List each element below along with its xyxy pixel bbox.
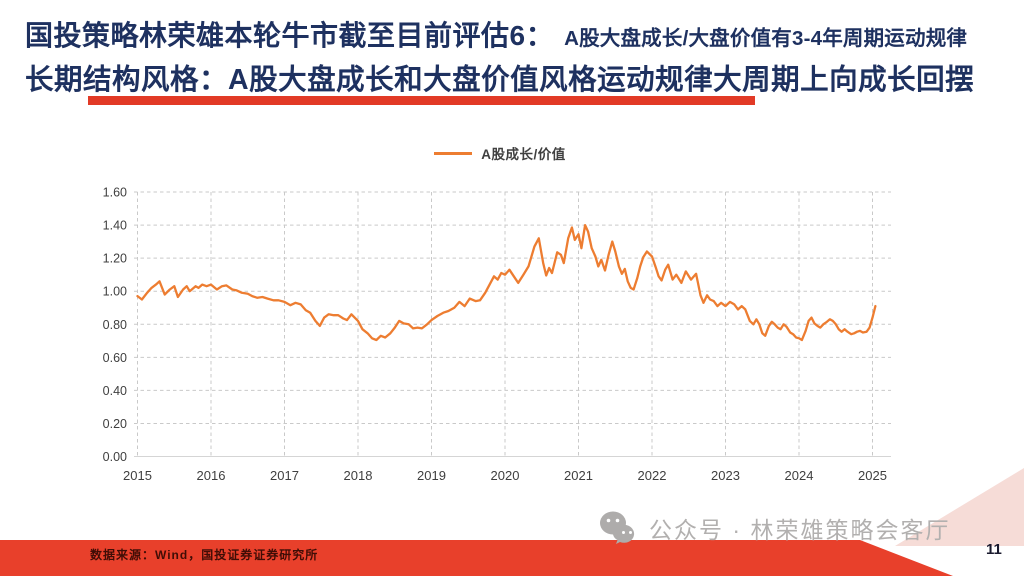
watermark-text: 公众号 · 林荣雄策略会客厅 (649, 517, 951, 543)
svg-text:2022: 2022 (638, 468, 667, 483)
title-line-1: 国投策略林荣雄本轮牛市截至目前评估6： A股大盘成长/大盘价值有3-4年周期运动… (25, 14, 1015, 54)
title-line1-main: 国投策略林荣雄本轮牛市截至目前评估6： (25, 20, 555, 51)
legend-label: A股成长/价值 (481, 147, 566, 162)
svg-text:2015: 2015 (123, 468, 152, 483)
legend-line-swatch (434, 151, 473, 155)
svg-text:2020: 2020 (491, 468, 520, 483)
watermark: 公众号 · 林荣雄策略会客厅 (598, 510, 950, 546)
title-underline-bar (88, 96, 755, 105)
svg-text:2019: 2019 (417, 468, 446, 483)
svg-text:1.60: 1.60 (103, 186, 127, 200)
title-line-2: 长期结构风格：A股大盘成长和大盘价值风格运动规律大周期上向成长回摆 (25, 64, 975, 96)
svg-text:0.00: 0.00 (103, 450, 127, 464)
svg-text:1.20: 1.20 (103, 252, 127, 266)
svg-text:2016: 2016 (197, 468, 226, 483)
svg-text:1.40: 1.40 (103, 219, 127, 233)
svg-text:0.60: 0.60 (103, 351, 127, 365)
svg-text:1.00: 1.00 (103, 285, 127, 299)
svg-text:2021: 2021 (564, 468, 593, 483)
title-line1-sub: A股大盘成长/大盘价值有3-4年周期运动规律 (564, 27, 968, 50)
svg-text:2024: 2024 (785, 468, 814, 483)
data-source-text: 数据来源：Wind，国投证券证券研究所 (90, 548, 319, 562)
svg-text:0.80: 0.80 (103, 318, 127, 332)
wechat-icon (600, 511, 635, 544)
footer-red-band (0, 540, 953, 576)
svg-text:0.40: 0.40 (103, 384, 127, 398)
svg-text:2025: 2025 (858, 468, 887, 483)
svg-text:2017: 2017 (270, 468, 299, 483)
svg-text:2023: 2023 (711, 468, 740, 483)
footer-pink-wedge (895, 468, 1024, 546)
page-number: 11 (986, 541, 1002, 558)
svg-text:2018: 2018 (344, 468, 373, 483)
chart-legend: A股成长/价值 (0, 143, 1000, 163)
title-block: 国投策略林荣雄本轮牛市截至目前评估6： A股大盘成长/大盘价值有3-4年周期运动… (25, 14, 1015, 98)
svg-text:0.20: 0.20 (103, 417, 127, 431)
